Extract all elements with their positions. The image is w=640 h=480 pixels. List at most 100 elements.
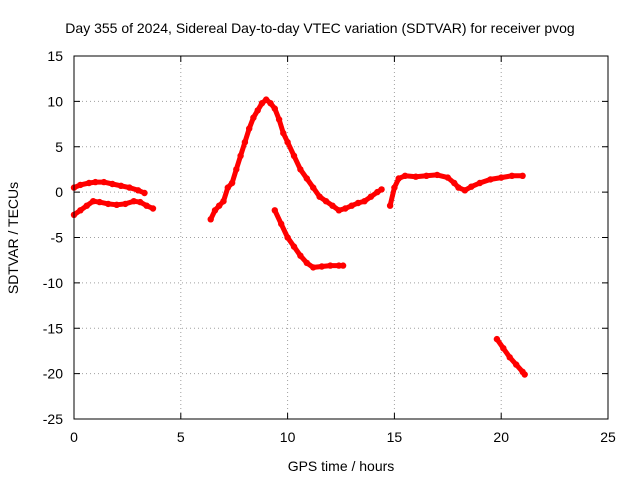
- data-point: [290, 152, 298, 159]
- y-tick-label: 10: [47, 93, 63, 109]
- data-point: [237, 152, 244, 159]
- data-point: [207, 216, 214, 223]
- data-point: [233, 166, 240, 173]
- data-point: [310, 184, 317, 191]
- data-point: [254, 107, 261, 114]
- data-point: [444, 174, 451, 181]
- data-point: [310, 264, 317, 271]
- data-point: [224, 184, 231, 191]
- y-tick-label: -10: [43, 275, 63, 291]
- data-point: [498, 174, 505, 181]
- data-point: [297, 252, 304, 259]
- data-point: [77, 207, 84, 214]
- data-point: [316, 193, 323, 200]
- data-point: [228, 179, 236, 187]
- data-point: [85, 179, 93, 187]
- data-point: [122, 200, 129, 208]
- data-point: [367, 193, 375, 200]
- x-tick-label: 15: [387, 429, 403, 445]
- data-point: [275, 116, 283, 123]
- data-point: [455, 184, 462, 191]
- data-point: [141, 189, 148, 197]
- data-point: [322, 198, 330, 205]
- series-arc-upper-left: [70, 178, 148, 197]
- data-point: [423, 172, 430, 179]
- data-point: [284, 139, 291, 146]
- data-point: [506, 354, 513, 361]
- series-arc-lower-left: [70, 198, 157, 218]
- data-point: [271, 105, 278, 112]
- data-point: [318, 263, 325, 270]
- data-point: [500, 345, 507, 352]
- data-point: [493, 335, 501, 343]
- data-point: [134, 187, 142, 194]
- data-point: [386, 202, 394, 209]
- data-point: [519, 172, 526, 179]
- data-point: [327, 262, 334, 269]
- x-axis: 0 5 10 15 20 25: [70, 56, 616, 445]
- series-arc-right: [386, 171, 526, 209]
- data-point: [117, 182, 125, 189]
- data-point: [508, 172, 516, 179]
- chart-title: Day 355 of 2024, Sidereal Day-to-day VTE…: [65, 20, 574, 36]
- series-line: [71, 179, 147, 196]
- data-point: [335, 207, 343, 214]
- data-point: [109, 180, 116, 188]
- data-point: [412, 173, 419, 180]
- data-point: [280, 129, 287, 137]
- data-point: [263, 96, 270, 103]
- y-tick-label: -15: [43, 320, 63, 336]
- data-point: [451, 179, 458, 187]
- data-point: [391, 184, 398, 191]
- data-point: [361, 198, 368, 205]
- data-point: [348, 202, 355, 209]
- x-tick-label: 10: [280, 429, 296, 445]
- series-arc-bottom-right: [493, 335, 528, 378]
- y-tick-label: -25: [43, 411, 63, 427]
- data-point: [143, 202, 150, 209]
- data-point: [271, 207, 278, 214]
- data-point: [92, 178, 99, 186]
- data-point: [113, 201, 120, 208]
- data-point: [90, 198, 97, 205]
- data-point: [250, 114, 257, 121]
- data-point: [476, 179, 483, 187]
- data-point: [303, 259, 310, 267]
- data-point: [77, 181, 84, 189]
- data-point: [100, 178, 108, 186]
- data-point: [513, 361, 520, 368]
- x-tick-label: 5: [177, 429, 185, 445]
- data-point: [303, 175, 310, 182]
- data-point: [83, 202, 91, 209]
- x-tick-label: 25: [600, 429, 616, 445]
- x-tick-label: 20: [493, 429, 509, 445]
- data-point: [267, 100, 274, 107]
- data-point: [329, 202, 336, 209]
- y-axis-label: SDTVAR / TECUs: [5, 182, 21, 294]
- data-point: [297, 166, 304, 173]
- data-point: [241, 139, 249, 146]
- data-point: [105, 200, 112, 208]
- data-point: [220, 198, 227, 205]
- data-point: [130, 198, 137, 205]
- data-point: [401, 172, 409, 179]
- data-point: [149, 205, 157, 212]
- data-point: [290, 243, 298, 250]
- data-point: [461, 187, 469, 194]
- data-point: [378, 186, 385, 193]
- y-axis: -25 -20 -15 -10 -5 0 5 10 15: [43, 48, 608, 427]
- data-point: [342, 205, 349, 212]
- series-arc-descending: [271, 207, 347, 271]
- series-layer: [70, 96, 528, 378]
- series-arc-main: [207, 96, 385, 223]
- y-tick-label: 5: [55, 139, 63, 155]
- data-point: [284, 234, 291, 241]
- data-point: [433, 171, 441, 179]
- data-point: [96, 198, 103, 206]
- data-point: [211, 207, 219, 214]
- y-tick-label: 0: [55, 184, 63, 200]
- y-tick-label: -20: [43, 366, 63, 382]
- data-point: [339, 262, 347, 269]
- data-point: [354, 199, 362, 207]
